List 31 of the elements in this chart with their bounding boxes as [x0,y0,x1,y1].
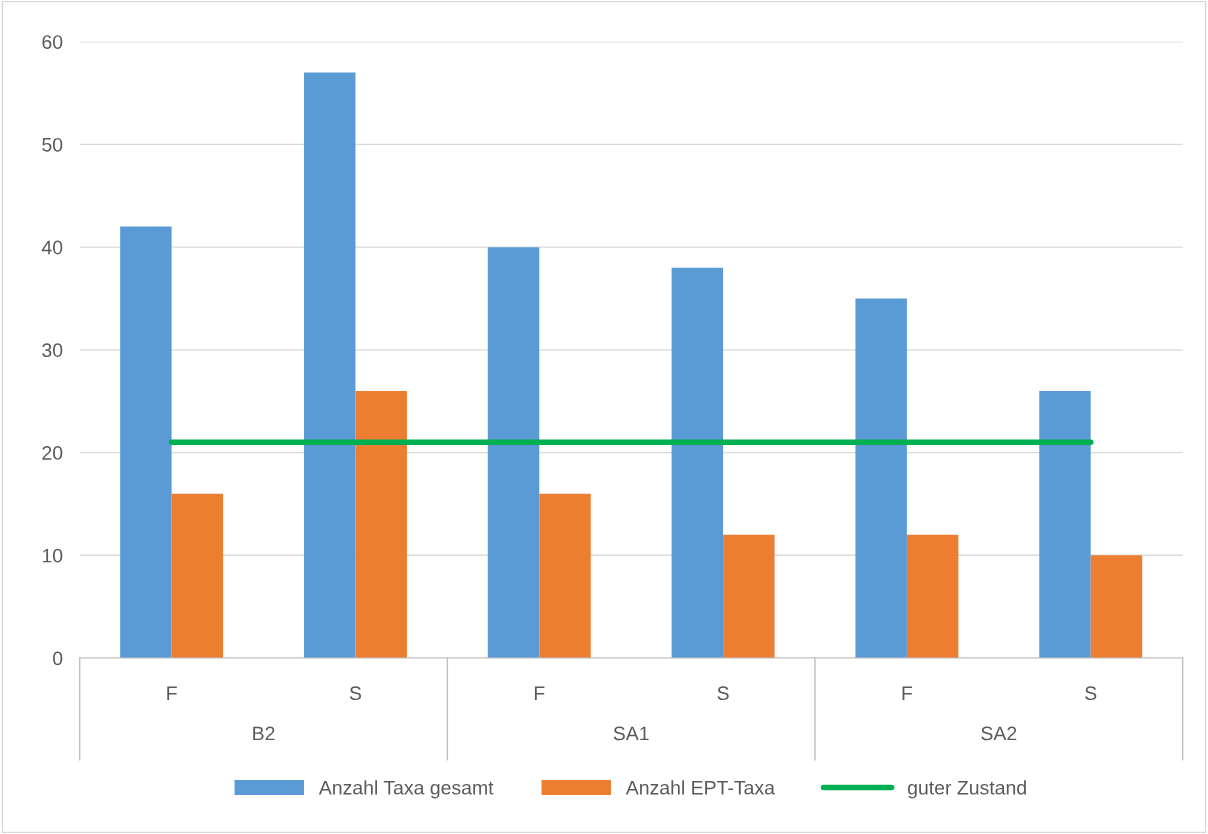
bar [671,267,724,659]
bar [539,493,591,659]
bar [355,390,407,659]
bar [487,247,540,659]
y-tick-label: 0 [53,651,63,666]
text: SA1 [613,726,649,741]
bar [120,226,172,659]
y-tick-label: 20 [42,446,63,460]
text: B2 [253,726,275,741]
y-tick-label: 50 [42,137,63,152]
x-tick-label: F [902,686,913,700]
x-tick-label: S [1085,686,1097,701]
x-tick-label: S [717,686,729,701]
bar [855,298,907,659]
bar [723,534,775,659]
text: SA2 [981,726,1017,741]
y-tick-label: 10 [42,548,63,563]
bar [1090,555,1143,659]
legend-label: Anzahl EPT-Taxa [625,780,775,795]
legend-label: guter Zustand [907,780,1026,799]
bar [171,493,224,659]
y-tick-label: 30 [42,343,63,358]
y-tick-label: 60 [42,35,63,49]
y-tick-label: 40 [41,240,63,255]
bar [906,534,959,659]
bar [303,72,356,659]
x-tick-label: F [167,686,177,700]
x-tick-label: S [349,686,362,701]
legend-label: Anzahl Taxa gesamt [318,780,494,799]
bar [1039,390,1091,659]
x-tick-label: F [534,686,545,700]
